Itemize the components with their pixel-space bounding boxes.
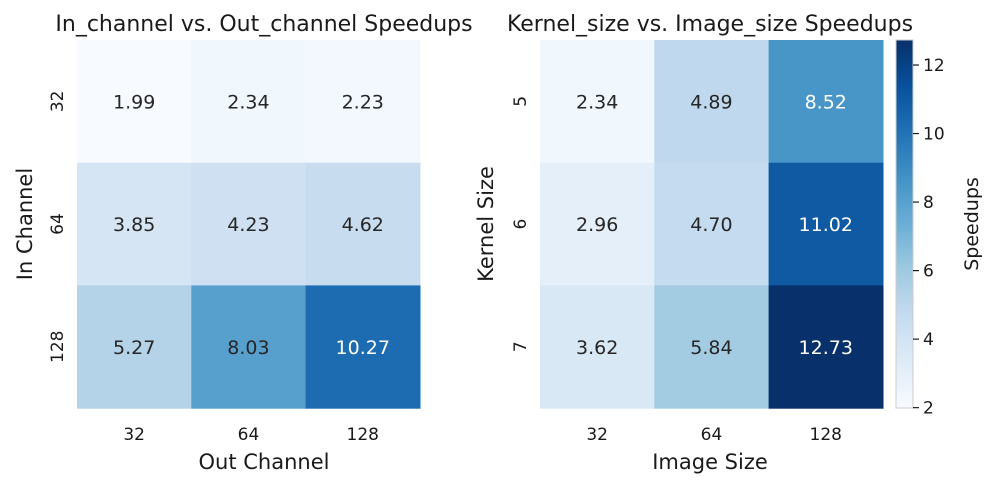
left-y-tick-labels: 32 64 128 xyxy=(48,91,68,363)
left-x-axis-label: Out Channel xyxy=(199,450,330,474)
left-heatmap-title: In_channel vs. Out_channel Speedups xyxy=(55,12,472,37)
right-heatmap-cells: 2.34 4.89 8.52 2.96 4.70 11.02 3.62 5.84 12.73 xyxy=(540,40,884,409)
left-y-tick-label: 32 xyxy=(48,91,68,113)
right-x-axis-label: Image Size xyxy=(652,450,768,474)
left-heatmap-cell xyxy=(305,162,421,286)
left-x-tick-label: 128 xyxy=(347,425,379,445)
left-heatmap-cell xyxy=(191,40,307,164)
left-y-axis-label: In Channel xyxy=(13,168,37,280)
left-heatmap-cell xyxy=(77,40,192,164)
right-y-axis-label: Kernel Size xyxy=(474,166,498,282)
right-heatmap-cell xyxy=(540,162,655,286)
right-heatmap-cell xyxy=(768,285,884,409)
colorbar-gradient xyxy=(895,39,914,409)
colorbar-label: Speedups xyxy=(961,177,983,271)
right-x-tick-label: 32 xyxy=(586,425,608,445)
left-x-tick-label: 64 xyxy=(238,425,260,445)
left-heatmap-cell-value: 1.99 xyxy=(113,91,155,113)
right-x-tick-labels: 32 64 128 xyxy=(586,425,842,445)
left-heatmap: In_channel vs. Out_channel Speedups 1.99… xyxy=(13,12,473,474)
left-heatmap-cell xyxy=(191,285,307,409)
right-heatmap-cell xyxy=(768,162,884,286)
colorbar-tick-label: 12 xyxy=(923,56,945,76)
right-heatmap-cell-value: 2.96 xyxy=(576,214,618,236)
right-heatmap-cell xyxy=(540,40,655,164)
left-heatmap-cell-value: 4.23 xyxy=(227,214,269,236)
right-heatmap-cell xyxy=(654,285,770,409)
right-x-tick-label: 64 xyxy=(701,425,723,445)
left-heatmap-cell-value: 4.62 xyxy=(342,214,384,236)
right-heatmap-cell-value: 4.89 xyxy=(690,91,732,113)
right-heatmap-cell-value: 4.70 xyxy=(690,214,732,236)
left-heatmap-cell xyxy=(77,162,192,286)
left-heatmap-cell-value: 8.03 xyxy=(227,337,269,359)
left-heatmap-cell-value: 2.23 xyxy=(342,91,384,113)
colorbar-tick-label: 8 xyxy=(923,193,934,213)
left-y-tick-label: 128 xyxy=(48,331,68,363)
left-heatmap-cell xyxy=(77,285,192,409)
right-heatmap-cell-value: 11.02 xyxy=(799,214,853,236)
right-heatmap-cell xyxy=(540,285,655,409)
right-y-tick-labels: 5 6 7 xyxy=(511,96,531,352)
left-x-tick-label: 32 xyxy=(123,425,145,445)
left-heatmap-cell xyxy=(191,162,307,286)
right-heatmap-cell-value: 3.62 xyxy=(576,337,618,359)
colorbar-tick-label: 6 xyxy=(923,262,934,282)
right-heatmap-title: Kernel_size vs. Image_size Speedups xyxy=(507,12,913,37)
right-heatmap-cell xyxy=(654,162,770,286)
left-y-tick-label: 64 xyxy=(48,213,68,235)
right-heatmap-cell-value: 12.73 xyxy=(799,337,853,359)
colorbar: 2 4 6 8 10 12 Speedups xyxy=(895,39,983,419)
colorbar-ticks: 2 4 6 8 10 12 xyxy=(913,56,945,419)
left-x-tick-labels: 32 64 128 xyxy=(123,425,379,445)
left-heatmap-cell-value: 3.85 xyxy=(113,214,155,236)
left-heatmap-cells: 1.99 2.34 2.23 3.85 4.23 4.62 5.27 8.03 10.27 xyxy=(77,40,421,409)
right-heatmap-cell-value: 2.34 xyxy=(576,91,618,113)
right-y-tick-label: 6 xyxy=(511,219,531,230)
colorbar-tick-label: 10 xyxy=(923,125,945,145)
right-heatmap: Kernel_size vs. Image_size Speedups 2.34… xyxy=(474,12,913,474)
left-heatmap-cell xyxy=(305,40,421,164)
colorbar-tick-label: 4 xyxy=(923,330,934,350)
colorbar-tick-label: 2 xyxy=(923,399,934,419)
right-heatmap-cell xyxy=(654,40,770,164)
left-heatmap-cell-value: 5.27 xyxy=(113,337,155,359)
right-x-tick-label: 128 xyxy=(810,425,842,445)
left-heatmap-cell-value: 2.34 xyxy=(227,91,269,113)
right-y-tick-label: 5 xyxy=(511,96,531,107)
left-heatmap-cell xyxy=(305,285,421,409)
right-heatmap-cell xyxy=(768,40,884,164)
left-heatmap-cell-value: 10.27 xyxy=(336,337,390,359)
right-heatmap-cell-value: 8.52 xyxy=(805,91,847,113)
right-heatmap-cell-value: 5.84 xyxy=(690,337,732,359)
right-y-tick-label: 7 xyxy=(511,341,531,352)
